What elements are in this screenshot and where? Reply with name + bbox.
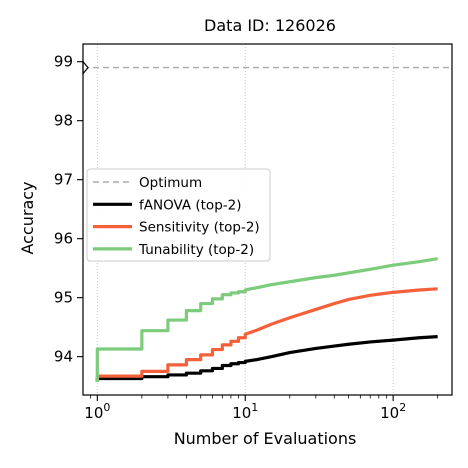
y-axis-ticks: 94 95 96 97 98 99 (54, 53, 83, 366)
optimum-marker (82, 59, 89, 76)
y-tick-label-1: 95 (54, 289, 73, 307)
y-tick-label-3: 97 (54, 171, 73, 189)
legend-label-2: Sensitivity (top-2) (139, 220, 260, 236)
y-tick-label-2: 96 (54, 230, 73, 248)
legend-box (86, 168, 271, 262)
series-line-1 (95, 287, 438, 383)
x-axis-label: Number of Evaluations (174, 429, 357, 448)
legend-label-0: Optimum (139, 175, 202, 191)
y-tick-label-0: 94 (54, 348, 73, 366)
legend-label-3: Tunability (top-2) (138, 242, 254, 258)
plot-frame (82, 43, 453, 396)
x-tick-label-0: 100 (84, 401, 110, 422)
legend-label-1: fANOVA (top-2) (139, 197, 242, 213)
legend: Optimum fANOVA (top-2) Sensitivity (top-2)… (86, 168, 271, 262)
x-axis-ticks: 100 101 102 (84, 395, 439, 422)
x-tick-label-2: 102 (380, 401, 406, 422)
chart-title: Data ID: 126026 (204, 16, 336, 35)
y-tick-label-4: 98 (54, 112, 73, 130)
x-tick-label-1: 101 (232, 401, 258, 422)
series-layer (95, 257, 438, 383)
y-axis-label: Accuracy (18, 181, 37, 254)
y-tick-label-5: 99 (54, 53, 73, 71)
series-line-0 (95, 335, 438, 383)
series-line-2 (95, 257, 438, 383)
